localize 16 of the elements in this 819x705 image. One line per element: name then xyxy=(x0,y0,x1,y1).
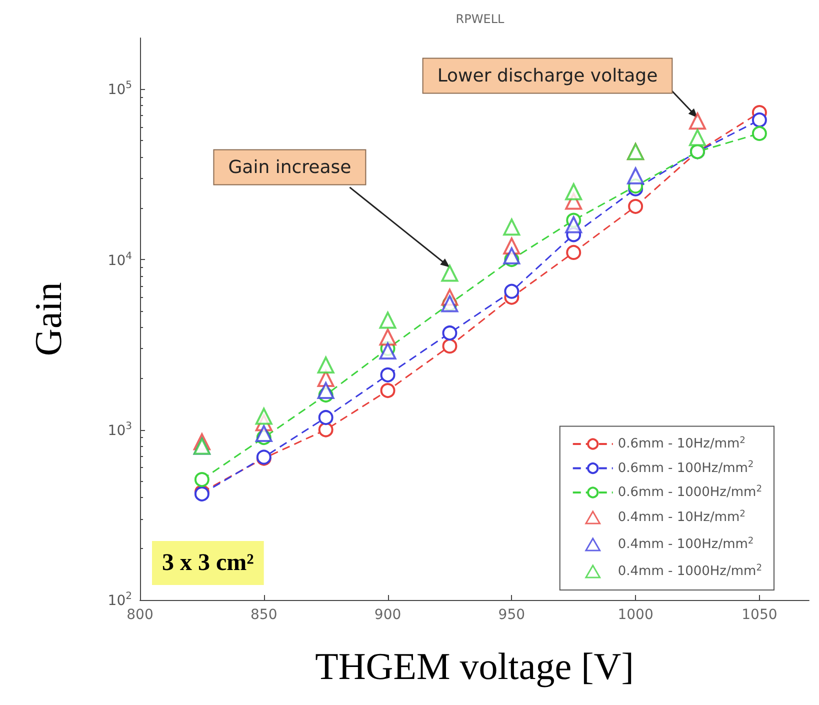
y-tick-label: 10$^{4}$ xyxy=(108,250,132,268)
chart-title: RPWELL xyxy=(456,12,505,26)
x-tick-label: 950 xyxy=(498,607,526,623)
x-axis-title: THGEM voltage [V] xyxy=(315,646,634,688)
annotation: 3 x 3 cm² xyxy=(162,550,254,576)
y-tick-label: 10$^{2}$ xyxy=(108,591,132,609)
y-tick-label: 10$^{3}$ xyxy=(108,420,132,439)
x-tick-label: 1000 xyxy=(618,607,654,623)
y-axis-title: Gain xyxy=(28,282,70,356)
x-tick-label: 800 xyxy=(126,607,154,623)
annotation: Gain increase xyxy=(228,156,352,178)
x-tick-label: 900 xyxy=(374,607,402,623)
annotation: Lower discharge voltage xyxy=(437,65,658,86)
x-tick-label: 850 xyxy=(250,607,278,623)
y-tick-label: 10$^{5}$ xyxy=(108,80,132,98)
x-tick-label: 1050 xyxy=(742,607,778,623)
